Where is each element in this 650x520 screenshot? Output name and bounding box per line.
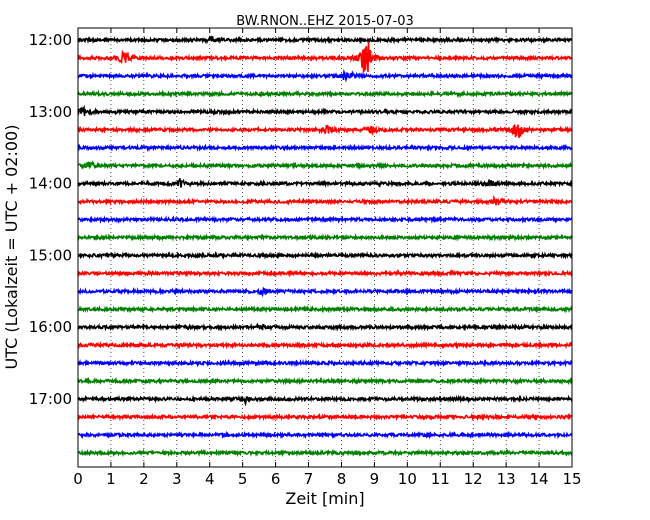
plot-frame xyxy=(77,27,573,468)
trace-1530 xyxy=(77,286,573,298)
trace-1745 xyxy=(77,448,573,458)
chart-title: BW.RNON..EHZ 2015-07-03 xyxy=(236,14,414,29)
x-tick-label: 12 xyxy=(464,470,483,488)
x-tick-label: 6 xyxy=(271,470,281,488)
trace-1230 xyxy=(77,69,573,83)
y-tick-label: 17:00 xyxy=(29,390,72,408)
x-tick-label: 7 xyxy=(304,470,314,488)
trace-1415 xyxy=(77,194,573,207)
x-tick-label: 3 xyxy=(172,470,182,488)
trace-1600 xyxy=(77,322,573,332)
x-tick-label: 1 xyxy=(106,470,116,488)
seismic-traces xyxy=(77,35,573,458)
trace-1345 xyxy=(77,160,573,171)
y-tick-label: 14:00 xyxy=(29,175,72,193)
x-tick-label: 8 xyxy=(337,470,347,488)
trace-1645 xyxy=(77,376,573,386)
y-tick-label: 12:00 xyxy=(29,31,72,49)
trace-1545 xyxy=(77,304,573,314)
trace-1430 xyxy=(77,215,573,224)
trace-1330 xyxy=(77,143,573,153)
y-tick-label: 15:00 xyxy=(29,246,72,264)
x-tick-label: 14 xyxy=(530,470,549,488)
trace-1300 xyxy=(77,104,573,117)
trace-1730 xyxy=(77,430,573,440)
y-tick-label: 13:00 xyxy=(29,103,72,121)
trace-1400 xyxy=(77,178,573,189)
trace-1500 xyxy=(77,250,573,260)
x-tick-label: 2 xyxy=(139,470,149,488)
x-tick-label: 10 xyxy=(398,470,417,488)
x-tick-label: 5 xyxy=(238,470,248,488)
trace-1700 xyxy=(77,394,573,407)
x-tick-label: 13 xyxy=(497,470,516,488)
x-tick-label: 4 xyxy=(205,470,215,488)
trace-1245 xyxy=(77,89,573,99)
x-axis-label: Zeit [min] xyxy=(285,489,364,508)
trace-1715 xyxy=(77,412,573,422)
trace-1615 xyxy=(77,340,573,350)
trace-1515 xyxy=(77,268,573,278)
trace-1630 xyxy=(77,358,573,368)
x-tick-label: 9 xyxy=(370,470,380,488)
x-tick-label: 11 xyxy=(431,470,450,488)
x-tick-label: 15 xyxy=(562,470,581,488)
trace-1315 xyxy=(77,124,573,138)
y-axis-label: UTC (Lokalzeit = UTC + 02:00) xyxy=(2,125,21,370)
x-tick-label: 0 xyxy=(73,470,83,488)
trace-1215 xyxy=(77,41,573,74)
trace-1445 xyxy=(77,232,573,242)
y-tick-label: 16:00 xyxy=(29,318,72,336)
trace-1200 xyxy=(77,35,573,45)
axis-ticks: 0 1 2 3 4 5 6 7 8 9 10 11 12 13 14 1512:0013:0014:0015:… xyxy=(29,28,582,488)
